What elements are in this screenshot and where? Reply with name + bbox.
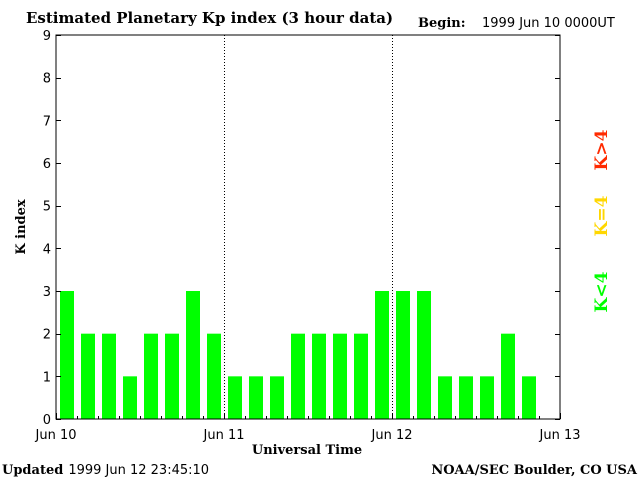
kp-bar xyxy=(165,333,179,419)
kp-bar xyxy=(522,376,536,419)
x-tick-label: Jun 11 xyxy=(203,428,245,443)
y-tick-label: 2 xyxy=(43,328,51,343)
plot-frame xyxy=(55,34,561,420)
kp-bar xyxy=(102,333,116,419)
begin-value: 1999 Jun 10 0000UT xyxy=(482,16,615,31)
kp-bar xyxy=(354,333,368,419)
kp-bar xyxy=(417,291,431,419)
kp-bar xyxy=(291,333,305,419)
x-tick-label: Jun 13 xyxy=(539,428,581,443)
y-tick-label: 6 xyxy=(43,157,51,172)
kp-bar xyxy=(396,291,410,419)
kp-bar xyxy=(438,376,452,419)
y-axis-ticks: 0 1 2 3 4 5 6 7 8 9 xyxy=(43,29,560,428)
kp-bar xyxy=(60,291,74,419)
kp-bar xyxy=(249,376,263,419)
y-tick-label: 1 xyxy=(43,370,51,385)
updated-value: 1999 Jun 12 23:45:10 xyxy=(68,463,209,478)
day-dividers xyxy=(224,35,393,419)
source-credit: NOAA/SEC Boulder, CO USA xyxy=(431,463,638,478)
kp-bar xyxy=(207,333,221,419)
y-tick-label: 0 xyxy=(43,413,51,428)
x-tick-label: Jun 10 xyxy=(35,428,77,443)
kp-bar xyxy=(123,376,137,419)
bar-series xyxy=(60,291,536,419)
legend-entry: K=4 xyxy=(592,195,612,236)
kp-bar xyxy=(144,333,158,419)
kp-bar xyxy=(270,376,284,419)
y-tick-label: 8 xyxy=(43,72,51,87)
legend: K<4 K=4 K>4 xyxy=(592,129,612,312)
x-tick-label: Jun 12 xyxy=(371,428,413,443)
y-tick-label: 5 xyxy=(43,200,51,215)
kp-bar xyxy=(186,291,200,419)
y-tick-label: 9 xyxy=(43,29,51,44)
kp-bar xyxy=(333,333,347,419)
legend-entry: K>4 xyxy=(592,129,612,170)
y-tick-label: 7 xyxy=(43,114,51,129)
x-axis-title: Universal Time xyxy=(252,443,362,458)
updated-label: Updated xyxy=(2,463,63,478)
y-tick-label: 4 xyxy=(43,242,51,257)
kp-bar xyxy=(228,376,242,419)
kp-bar xyxy=(81,333,95,419)
kp-bar xyxy=(480,376,494,419)
kp-bar xyxy=(459,376,473,419)
begin-label: Begin: xyxy=(418,16,466,31)
chart-title: Estimated Planetary Kp index (3 hour dat… xyxy=(26,9,393,27)
kp-bar xyxy=(375,291,389,419)
kp-bar xyxy=(501,333,515,419)
kp-bar xyxy=(312,333,326,419)
legend-entry: K<4 xyxy=(592,271,612,312)
y-axis-title: K index xyxy=(14,199,29,255)
y-tick-label: 3 xyxy=(43,285,51,300)
x-axis-ticks: Jun 10 Jun 11 Jun 12 Jun 13 xyxy=(35,413,581,443)
updated-line: Updated 1999 Jun 12 23:45:10 xyxy=(2,463,209,478)
